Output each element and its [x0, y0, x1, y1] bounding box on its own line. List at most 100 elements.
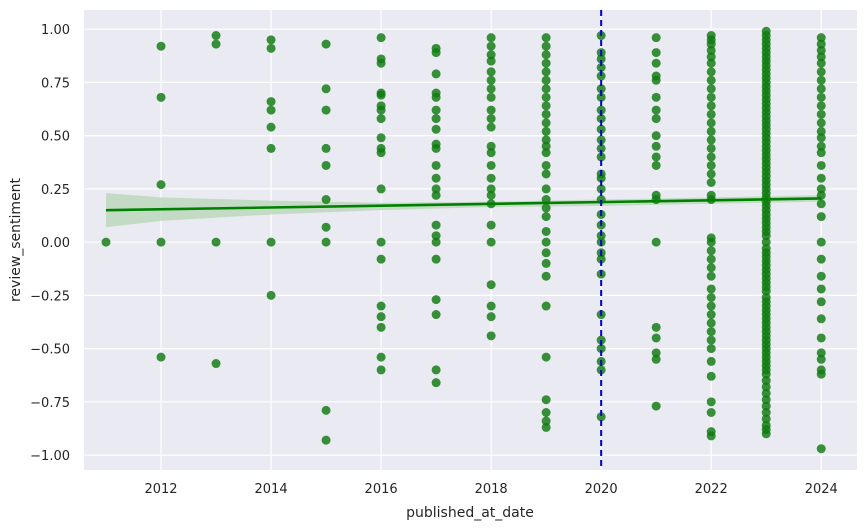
y-tick-label: 0.75	[41, 76, 70, 91]
data-point	[651, 237, 661, 247]
x-tick-label: 2018	[475, 482, 508, 497]
data-point	[431, 310, 441, 320]
data-point	[431, 160, 441, 170]
data-point	[706, 356, 716, 366]
data-point	[596, 254, 606, 264]
data-point	[651, 105, 661, 115]
data-point	[816, 92, 826, 102]
y-tick-label: 0.00	[41, 236, 70, 251]
data-point	[541, 101, 551, 111]
y-tick-label: −0.25	[30, 289, 70, 304]
data-point	[376, 254, 386, 264]
data-point	[541, 148, 551, 158]
data-point	[596, 114, 606, 124]
data-point	[596, 124, 606, 134]
data-point	[431, 124, 441, 134]
data-point	[706, 271, 716, 281]
data-point	[431, 114, 441, 124]
data-point	[596, 54, 606, 64]
data-point	[706, 118, 716, 128]
data-point	[376, 58, 386, 68]
data-point	[486, 50, 496, 60]
data-point	[486, 331, 496, 341]
data-point	[541, 395, 551, 405]
data-point	[541, 92, 551, 102]
data-point	[761, 401, 771, 411]
data-point	[431, 295, 441, 305]
data-point	[541, 352, 551, 362]
data-point	[816, 58, 826, 68]
data-point	[816, 118, 826, 128]
data-point	[706, 371, 716, 381]
data-point	[486, 56, 496, 66]
regression-layer	[105, 197, 822, 212]
data-point	[486, 237, 496, 247]
data-point	[486, 122, 496, 132]
x-tick-label: 2024	[805, 482, 838, 497]
regression-line	[105, 197, 822, 212]
data-point	[651, 333, 661, 343]
data-point	[816, 33, 826, 43]
data-point	[376, 33, 386, 43]
data-point	[431, 69, 441, 79]
data-point	[761, 286, 771, 296]
data-point	[211, 39, 221, 49]
y-tick-label: −0.75	[30, 396, 70, 411]
data-point	[816, 333, 826, 343]
data-point	[486, 114, 496, 124]
data-point	[651, 75, 661, 85]
data-point	[816, 39, 826, 49]
data-point	[706, 263, 716, 273]
data-point	[761, 231, 771, 241]
data-point	[541, 422, 551, 432]
data-point	[761, 408, 771, 417]
data-point	[486, 105, 496, 115]
data-point	[486, 312, 496, 322]
data-point	[761, 388, 771, 398]
data-point	[816, 237, 826, 247]
x-tick-labels: 2012 2014 2016 2018 2020 2022 2024	[144, 482, 837, 497]
data-point	[596, 173, 606, 183]
data-point	[541, 226, 551, 236]
data-point	[211, 31, 221, 41]
data-point	[651, 48, 661, 58]
data-point	[816, 348, 826, 358]
data-point	[816, 354, 826, 364]
data-point	[376, 352, 386, 362]
data-point	[266, 237, 276, 247]
data-point	[706, 143, 716, 153]
data-point	[321, 160, 331, 170]
data-point	[651, 195, 661, 205]
data-point	[101, 237, 111, 247]
data-point	[541, 203, 551, 213]
data-point	[816, 148, 826, 158]
data-point	[816, 212, 826, 222]
data-point	[816, 141, 826, 151]
data-point	[651, 160, 661, 170]
data-point	[706, 67, 716, 77]
data-point	[211, 359, 221, 369]
data-point	[486, 160, 496, 170]
data-point	[816, 101, 826, 111]
data-point	[431, 190, 441, 200]
data-point	[541, 33, 551, 43]
data-point	[156, 92, 166, 102]
data-point	[816, 284, 826, 294]
data-point	[761, 395, 771, 405]
data-point	[321, 237, 331, 247]
x-tick-label: 2016	[365, 482, 398, 497]
data-point	[816, 84, 826, 94]
data-point	[321, 105, 331, 115]
data-point	[156, 352, 166, 362]
data-point	[486, 220, 496, 230]
data-point	[596, 365, 606, 375]
data-point	[431, 378, 441, 388]
y-tick-label: 0.50	[41, 130, 70, 145]
data-point	[596, 135, 606, 145]
data-point	[486, 84, 496, 94]
data-point	[816, 314, 826, 324]
data-point	[266, 122, 276, 132]
data-point	[651, 33, 661, 43]
y-tick-labels: −1.00 −0.75 −0.50 −0.25 0.00 0.25 0.50 0.75 1.00	[30, 23, 70, 464]
